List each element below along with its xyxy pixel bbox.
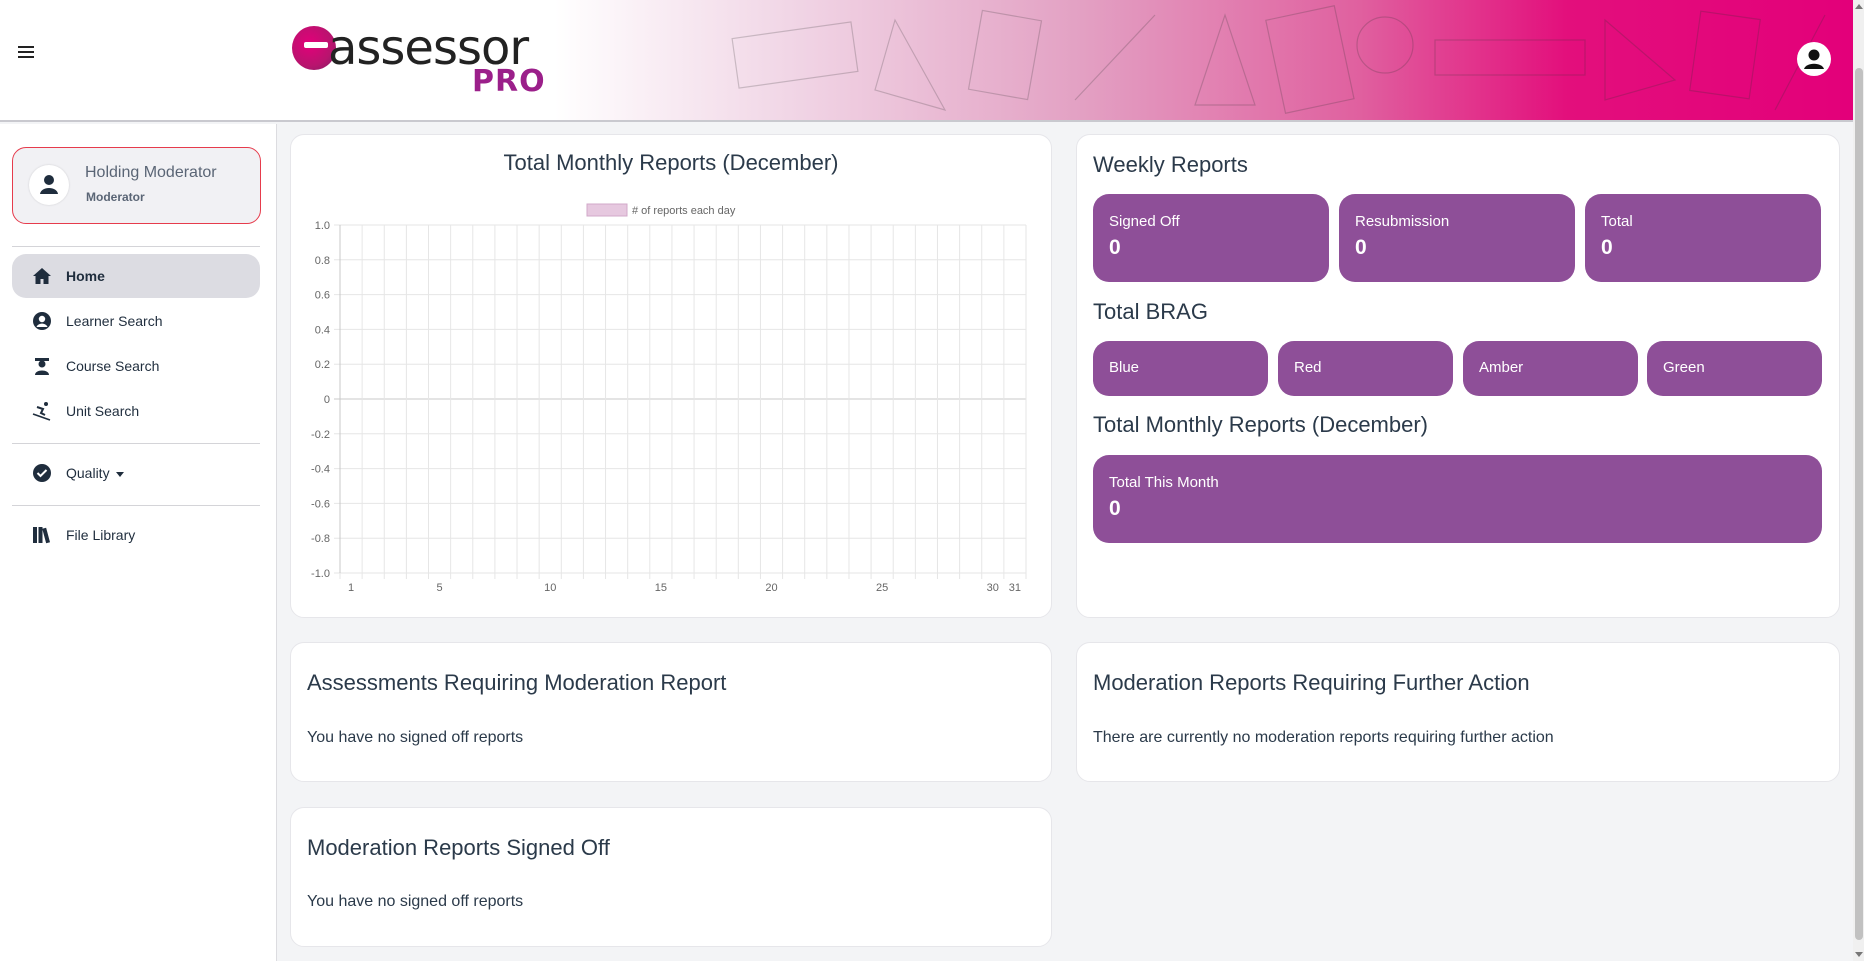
check-circle-icon [33,464,51,482]
logo-e-mark [292,26,336,70]
profile-card[interactable]: Holding Moderator Moderator [12,147,261,224]
y-tick-label: 0.4 [315,324,330,336]
assessments-message: You have no signed off reports [307,729,524,746]
sidebar-divider [12,246,260,247]
signed-off-stat[interactable]: Signed Off 0 [1093,194,1329,282]
assessments-title: Assessments Requiring Moderation Report [307,670,727,695]
sidebar-item-label: Home [66,268,105,284]
x-tick-label: 20 [765,582,777,594]
sidebar-item-home[interactable]: Home [12,254,260,298]
x-tick-label: 31 [1009,582,1021,594]
skiing-icon [32,402,51,421]
legend-label: # of reports each day [632,205,736,217]
eassessor-logo[interactable]: assessor PRO [290,18,550,99]
scroll-down-icon[interactable] [1855,952,1863,957]
legend-swatch [586,203,628,217]
header-banner [555,0,1853,120]
y-tick-label: 0.6 [315,290,330,302]
sidebar-item-file-library[interactable]: File Library [12,513,260,557]
x-tick-label: 30 [987,582,999,594]
logo-word: assessor [328,20,529,76]
stat-label: Signed Off [1109,213,1180,230]
y-tick-label: -0.8 [311,533,330,545]
y-tick-label: -1.0 [311,568,330,580]
caret-down-icon [115,471,124,477]
stat-value: 0 [1601,236,1613,259]
stat-value: 0 [1355,236,1367,259]
user-menu-icon[interactable] [1797,42,1831,76]
profile-name: Holding Moderator [85,164,217,181]
signed-off-title: Moderation Reports Signed Off [307,835,610,860]
sidebar-item-course-search[interactable]: Course Search [12,344,260,388]
banner-doodles [731,5,1826,114]
page-scrollbar[interactable] [1853,0,1864,961]
x-tick-label: 5 [437,582,443,594]
brag-label: Red [1294,359,1322,376]
further-action-title: Moderation Reports Requiring Further Act… [1093,670,1530,695]
sidebar-item-label: Course Search [66,358,160,374]
resubmission-stat[interactable]: Resubmission 0 [1339,194,1575,282]
monthly-reports-chart: # of reports each day 1.0 0.8 0.6 0.4 0.2 0 -0.… [311,203,1027,594]
profile-avatar-icon [29,165,69,205]
x-tick-label: 25 [876,582,888,594]
x-tick-label: 10 [544,582,556,594]
scroll-up-icon[interactable] [1855,4,1863,9]
graduate-icon [35,358,49,375]
stat-label: Resubmission [1355,213,1450,230]
menu-toggle-icon[interactable] [18,46,34,60]
signed-off-message: You have no signed off reports [307,893,524,910]
scroll-thumb[interactable] [1855,68,1863,940]
weekly-reports-title: Weekly Reports [1093,152,1248,177]
logo-pro: PRO [472,64,546,99]
profile-role: Moderator [86,190,145,204]
books-icon [33,527,51,544]
sidebar-divider [12,443,260,444]
monthly-chart-card: Total Monthly Reports (December) # of re… [290,134,1052,618]
brag-label: Green [1663,359,1705,376]
sidebar-item-label: Learner Search [66,313,163,329]
stat-value: 0 [1109,236,1121,259]
further-action-message: There are currently no moderation report… [1093,729,1554,746]
sidebar-item-unit-search[interactable]: Unit Search [12,389,260,433]
brag-label: Amber [1479,359,1524,376]
stat-value: 0 [1109,497,1121,520]
y-tick-label: 0.8 [315,255,330,267]
brag-blue-button[interactable]: Blue [1093,341,1268,396]
brag-amber-button[interactable]: Amber [1463,341,1638,396]
sidebar-item-label: Unit Search [66,403,140,419]
sidebar-item-quality[interactable]: Quality [12,451,260,495]
stat-label: Total [1601,213,1633,230]
chart-title: Total Monthly Reports (December) [503,150,839,175]
y-tick-label: -0.2 [311,429,330,441]
y-tick-label: 1.0 [315,220,330,232]
total-brag-title: Total BRAG [1093,299,1208,324]
sidebar-divider [12,505,260,506]
brag-red-button[interactable]: Red [1278,341,1453,396]
sidebar-item-label: File Library [66,527,136,543]
y-tick-label: 0.2 [315,359,330,371]
sidebar-item-learner-search[interactable]: Learner Search [12,299,260,343]
x-tick-label: 1 [348,582,354,594]
monthly-total-title: Total Monthly Reports (December) [1093,412,1429,437]
y-tick-label: -0.6 [311,498,330,510]
home-icon [33,268,51,284]
assessments-card: Assessments Requiring Moderation Report … [290,642,1052,782]
brag-label: Blue [1109,359,1140,376]
total-stat[interactable]: Total 0 [1585,194,1821,282]
top-header: assessor PRO [0,0,1853,122]
weekly-reports-card: Weekly Reports Signed Off 0 Resubmission… [1076,134,1840,618]
x-tick-label: 15 [655,582,667,594]
total-this-month-stat[interactable]: Total This Month 0 [1093,455,1822,543]
further-action-card: Moderation Reports Requiring Further Act… [1076,642,1840,782]
y-tick-label: 0 [324,394,330,406]
stat-label: Total This Month [1109,474,1219,491]
y-tick-label: -0.4 [311,464,330,476]
signed-off-card: Moderation Reports Signed Off You have n… [290,807,1052,947]
brag-green-button[interactable]: Green [1647,341,1822,396]
sidebar-item-label: Quality [66,465,110,481]
user-circle-icon [33,312,51,330]
sidebar: Holding Moderator Moderator Home Learner… [0,124,277,961]
